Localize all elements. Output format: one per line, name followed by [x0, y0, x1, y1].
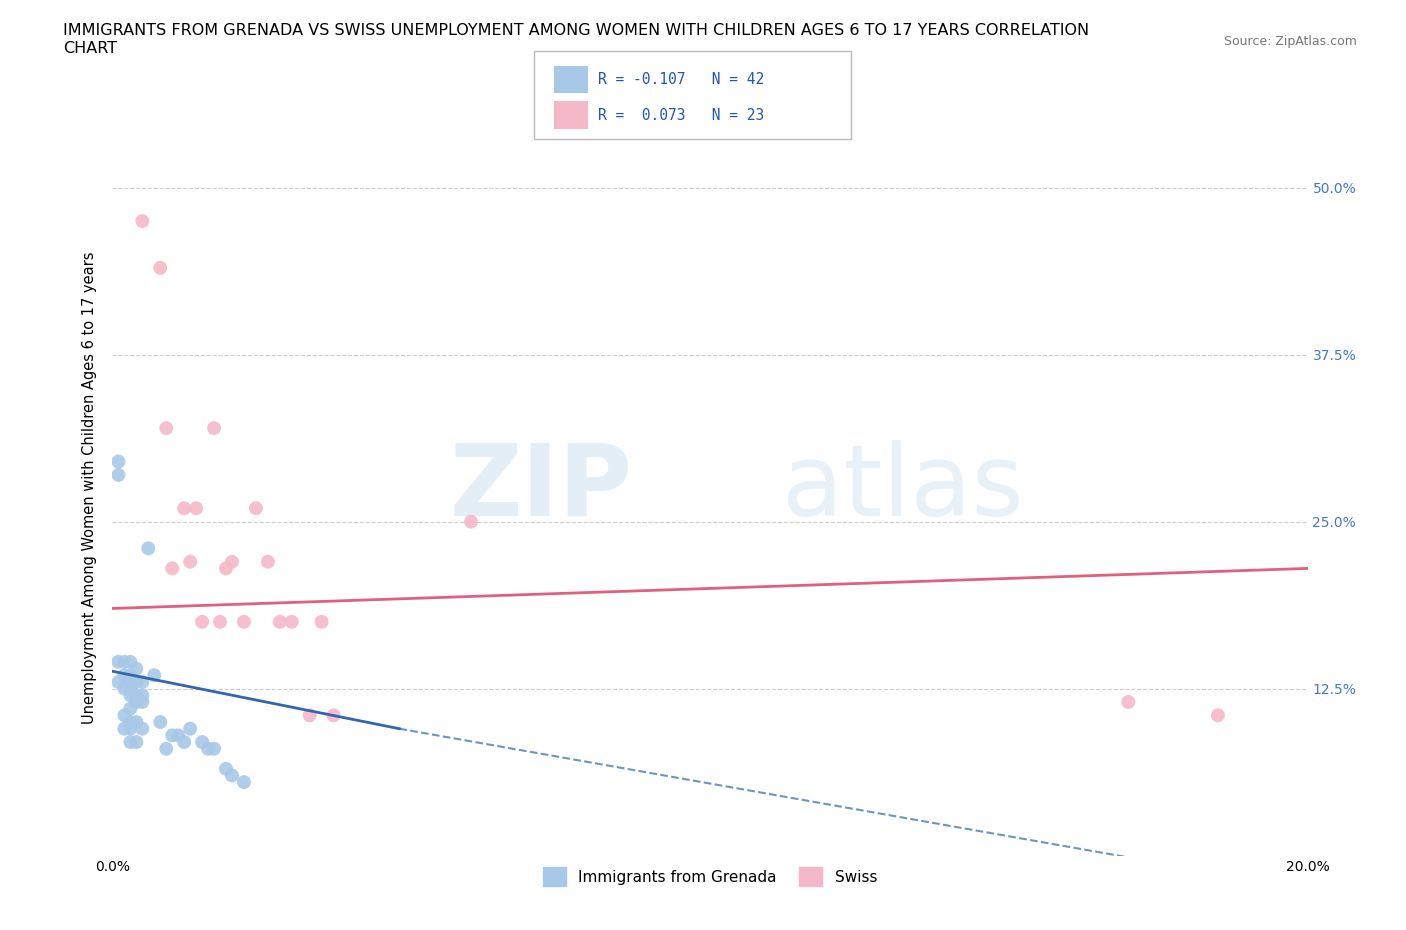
Point	[281, 615, 304, 630]
Point	[162, 728, 183, 743]
Point	[179, 722, 201, 737]
Point	[215, 561, 238, 576]
Point	[1206, 708, 1229, 723]
Point	[131, 214, 153, 229]
Point	[125, 661, 148, 676]
Point	[173, 735, 195, 750]
Point	[298, 708, 321, 723]
Text: R =  0.073   N = 23: R = 0.073 N = 23	[598, 108, 763, 123]
Point	[173, 501, 195, 516]
Point	[191, 735, 214, 750]
Point	[120, 655, 142, 670]
Point	[221, 554, 243, 569]
Point	[197, 741, 219, 756]
Point	[107, 468, 129, 483]
Point	[120, 722, 142, 737]
Point	[233, 775, 256, 790]
Point	[107, 655, 129, 670]
Point	[1118, 695, 1140, 710]
Point	[202, 741, 225, 756]
Text: ZIP: ZIP	[450, 440, 633, 537]
Text: atlas: atlas	[782, 440, 1024, 537]
Point	[114, 722, 135, 737]
Point	[107, 674, 129, 689]
Point	[311, 615, 333, 630]
Text: R = -0.107   N = 42: R = -0.107 N = 42	[598, 72, 763, 87]
Point	[120, 701, 142, 716]
Point	[131, 695, 153, 710]
Point	[120, 735, 142, 750]
Point	[215, 762, 238, 777]
Point	[155, 420, 177, 435]
Point	[162, 561, 183, 576]
Point	[125, 688, 148, 703]
Legend: Immigrants from Grenada, Swiss: Immigrants from Grenada, Swiss	[537, 861, 883, 892]
Point	[125, 674, 148, 689]
Point	[120, 688, 142, 703]
Point	[125, 714, 148, 729]
Point	[179, 554, 201, 569]
Point	[114, 681, 135, 696]
Point	[120, 668, 142, 683]
Point	[138, 541, 160, 556]
Point	[155, 741, 177, 756]
Point	[149, 260, 172, 275]
Point	[186, 501, 208, 516]
Point	[114, 668, 135, 683]
Point	[131, 688, 153, 703]
Point	[191, 615, 214, 630]
Point	[120, 714, 142, 729]
Point	[120, 681, 142, 696]
Y-axis label: Unemployment Among Women with Children Ages 6 to 17 years: Unemployment Among Women with Children A…	[82, 252, 97, 724]
Point	[322, 708, 344, 723]
Point	[149, 714, 172, 729]
Point	[120, 674, 142, 689]
Point	[125, 695, 148, 710]
Point	[460, 514, 482, 529]
Point	[131, 674, 153, 689]
Point	[131, 722, 153, 737]
Point	[221, 768, 243, 783]
Point	[245, 501, 267, 516]
Point	[209, 615, 232, 630]
Point	[257, 554, 280, 569]
Point	[114, 708, 135, 723]
Point	[143, 668, 166, 683]
Point	[167, 728, 190, 743]
Text: IMMIGRANTS FROM GRENADA VS SWISS UNEMPLOYMENT AMONG WOMEN WITH CHILDREN AGES 6 T: IMMIGRANTS FROM GRENADA VS SWISS UNEMPLO…	[63, 23, 1090, 56]
Point	[125, 735, 148, 750]
Point	[233, 615, 256, 630]
Text: Source: ZipAtlas.com: Source: ZipAtlas.com	[1223, 35, 1357, 48]
Point	[202, 420, 225, 435]
Point	[269, 615, 291, 630]
Point	[114, 655, 135, 670]
Point	[107, 454, 129, 469]
